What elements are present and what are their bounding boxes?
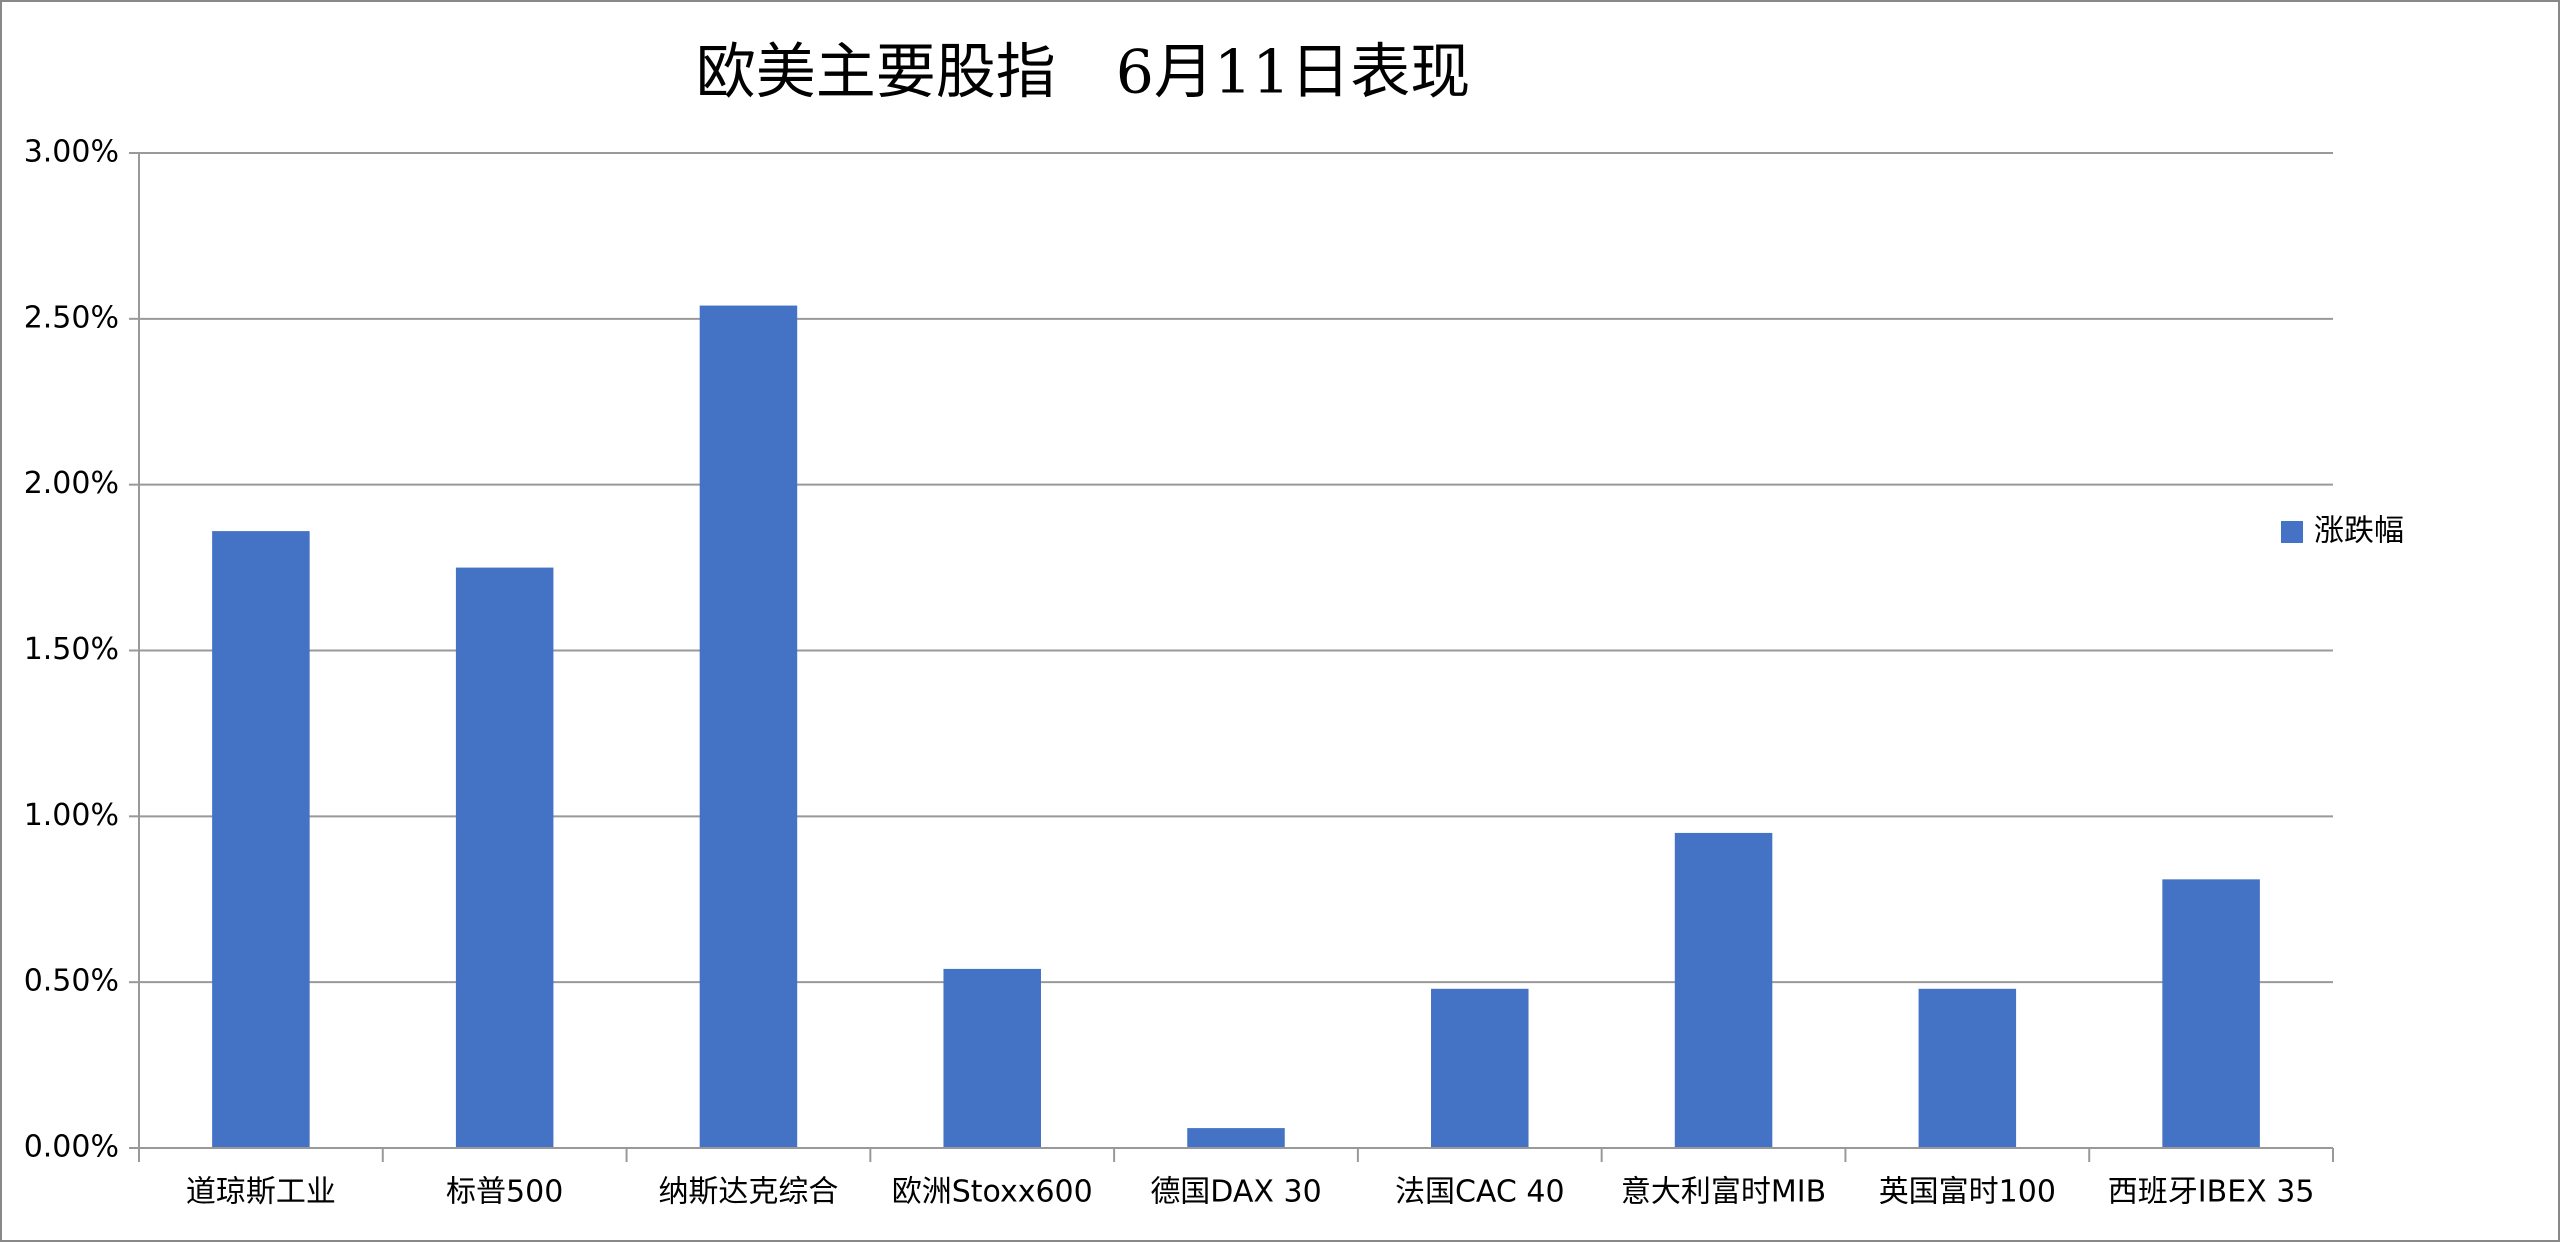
y-tick-label: 1.50%: [24, 632, 119, 667]
y-tick-label: 3.00%: [24, 135, 119, 170]
legend-swatch: [2281, 521, 2303, 543]
bar: [212, 531, 310, 1148]
bar: [1431, 988, 1529, 1148]
x-tick-label: 英国富时100: [1879, 1175, 2056, 1210]
x-tick-label: 道琼斯工业: [186, 1175, 336, 1210]
bar: [1674, 832, 1773, 1148]
x-tick-label: 德国DAX 30: [1150, 1175, 1321, 1210]
bar: [943, 968, 1041, 1148]
y-tick-label: 1.00%: [24, 798, 119, 833]
bar: [699, 305, 798, 1149]
bar: [1187, 1128, 1285, 1148]
x-tick-label: 意大利富时MIB: [1621, 1175, 1826, 1210]
y-tick-label: 0.00%: [24, 1130, 119, 1165]
chart-title: 欧美主要股指 6月11日表现: [696, 38, 1471, 108]
x-tick-label: 西班牙IBEX 35: [2108, 1175, 2315, 1210]
y-tick-label: 2.50%: [24, 300, 119, 335]
x-tick-label: 欧洲Stoxx600: [892, 1175, 1093, 1210]
bar: [1918, 988, 2017, 1148]
legend-label: 涨跌幅: [2314, 514, 2404, 549]
x-tick-label: 纳斯达克综合: [658, 1175, 838, 1210]
bar: [455, 567, 554, 1148]
bar: [2162, 879, 2260, 1148]
y-tick-label: 2.00%: [24, 466, 119, 501]
y-tick-label: 0.50%: [24, 964, 119, 999]
x-tick-label: 标普500: [446, 1175, 563, 1210]
x-tick-label: 法国CAC 40: [1395, 1175, 1565, 1210]
